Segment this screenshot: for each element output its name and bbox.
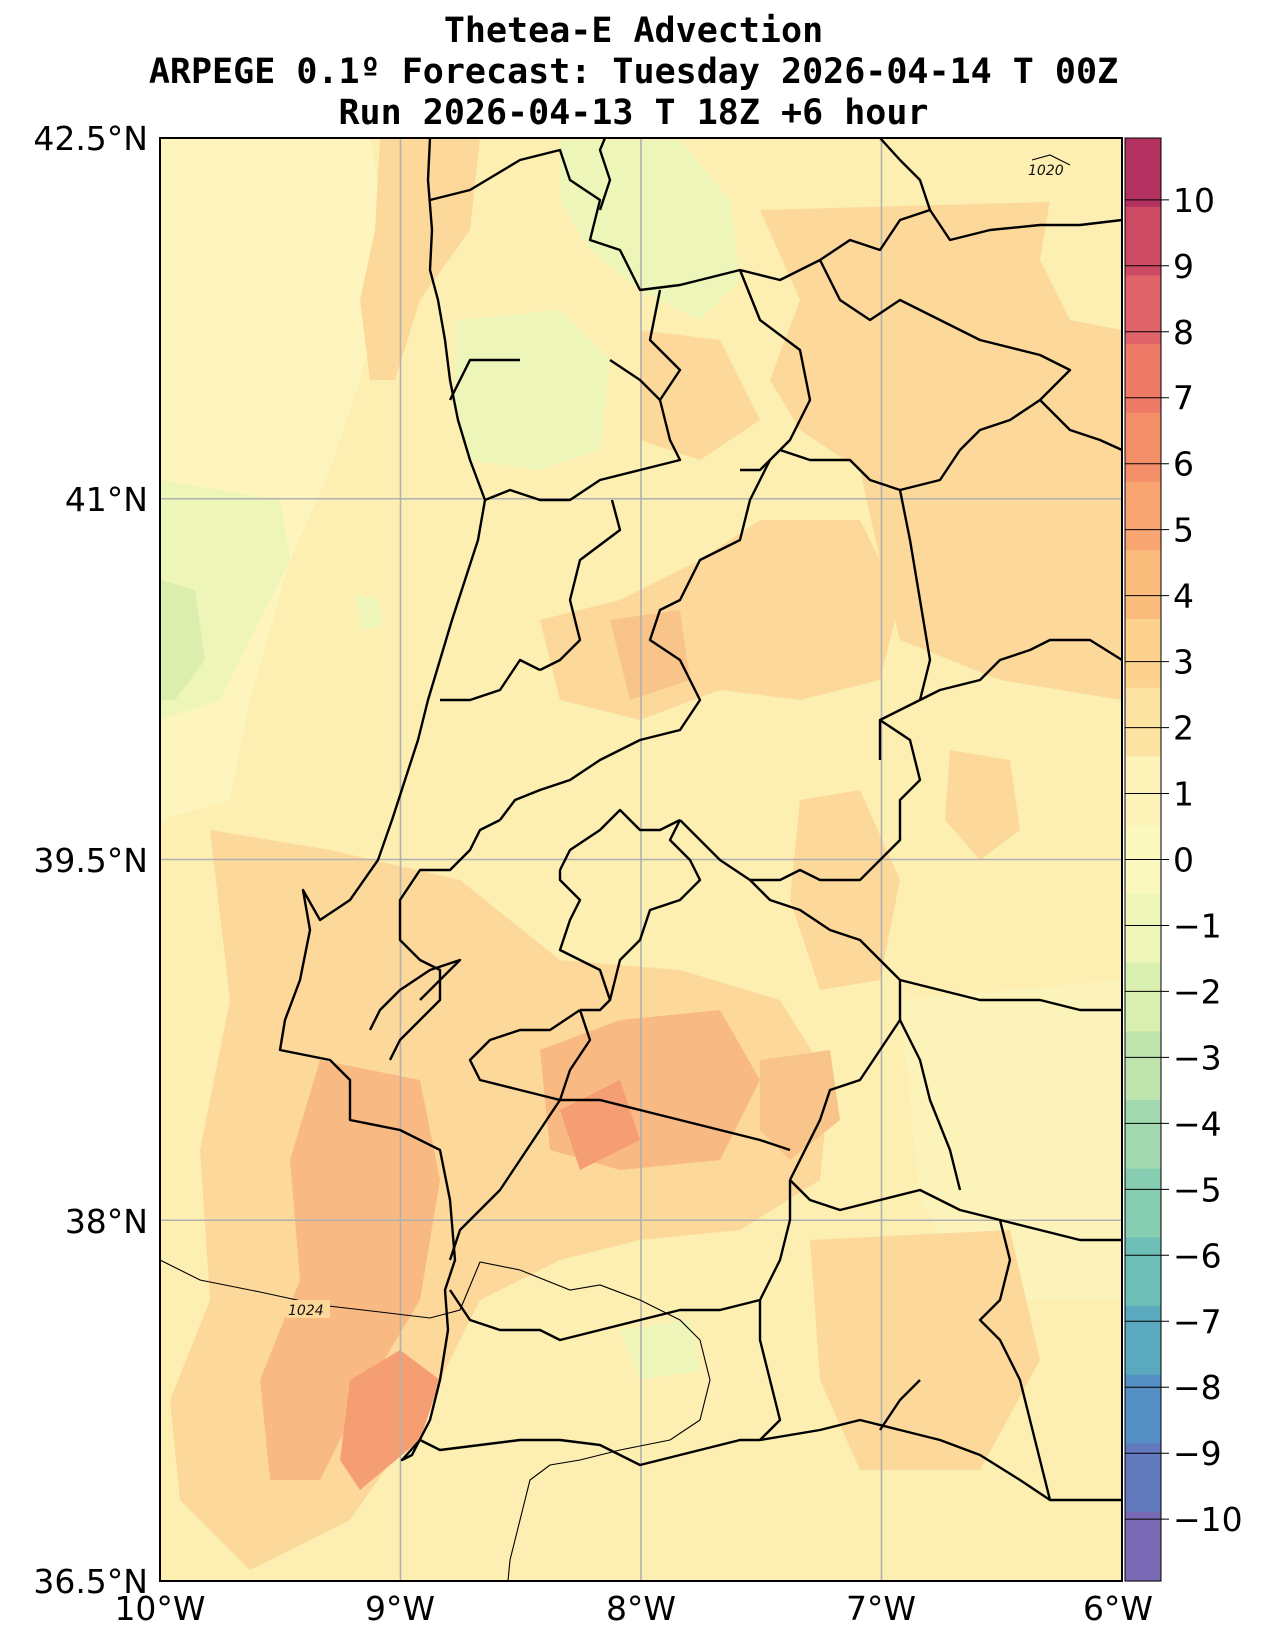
- lat-label-38: 38°N: [65, 1202, 148, 1241]
- colorbar-swatch: [1125, 412, 1161, 483]
- colorbar-swatch: [1125, 1100, 1161, 1170]
- colorbar-tick-label: −1: [1173, 906, 1222, 945]
- colorbar-tick-label: −4: [1173, 1104, 1222, 1143]
- colorbar-tick-label: 3: [1173, 643, 1194, 682]
- colorbar-tick-label: −2: [1173, 972, 1222, 1011]
- colorbar-tick-label: 10: [1173, 181, 1215, 220]
- colorbar-swatch: [1125, 687, 1161, 758]
- title-line-1: Thetea-E Advection: [443, 11, 824, 51]
- colorbar-swatch: [1125, 1443, 1161, 1513]
- field-region-warm-east2: [790, 790, 900, 990]
- map-frame: [159, 137, 1123, 1582]
- colorbar-swatch: [1125, 206, 1161, 277]
- isobar-1024-label-bg: [286, 1300, 330, 1318]
- colorbar-swatch: [1125, 1031, 1161, 1101]
- field-region-hot-se: [760, 1050, 840, 1160]
- colorbar-swatch: [1125, 1374, 1161, 1445]
- field-region-cool-spot: [355, 595, 382, 630]
- field-region-hotter-sw: [340, 1350, 440, 1490]
- colorbar-swatch: [1125, 550, 1161, 620]
- lat-axis: 42.5°N 41°N 39.5°N 38°N 36.5°N: [33, 119, 148, 1601]
- colorbar-tick-label: 4: [1173, 577, 1194, 616]
- colorbar-tick-label: 5: [1173, 511, 1194, 550]
- colorbar-frame: [1124, 137, 1162, 1582]
- colorbar-tick-label: 9: [1173, 247, 1194, 286]
- field-region-warm-north-mid: [640, 330, 760, 460]
- colorbar-tick-label: 0: [1173, 841, 1194, 880]
- field-region-warm-ne: [760, 200, 1122, 700]
- colorbar-swatch: [1125, 962, 1161, 1032]
- colorbar-swatch: [1125, 1168, 1161, 1239]
- isobars: [159, 154, 1071, 1582]
- graticule: [160, 138, 1122, 1581]
- lat-label-41: 41°N: [65, 480, 148, 519]
- isobar-1024-label: 1024: [288, 1303, 324, 1319]
- colorbar-swatch: [1125, 138, 1161, 208]
- field-region-cool-north: [560, 140, 740, 320]
- lon-label-10w: 10°W: [114, 1589, 205, 1628]
- colorbar-swatch: [1125, 756, 1161, 826]
- isobar-1024: [159, 1259, 711, 1582]
- colorbar-tick-label: −3: [1173, 1038, 1222, 1077]
- field-region-warm-nw: [360, 138, 480, 380]
- colorbar-tick-label: 2: [1173, 709, 1194, 748]
- colorbar-tick-label: −10: [1173, 1500, 1243, 1539]
- field-region-cooler-west: [160, 580, 205, 700]
- colorbar-tick-label: −6: [1173, 1236, 1222, 1275]
- field-region-warmer-center: [610, 610, 690, 700]
- colorbar-swatch: [1125, 275, 1161, 345]
- field-region-hot-sw: [260, 1060, 440, 1480]
- colorbar-tick-label: −9: [1173, 1434, 1222, 1473]
- lat-label-39-5: 39.5°N: [33, 841, 148, 880]
- field-region-warm-east: [945, 750, 1020, 860]
- colorbar-swatch: [1125, 344, 1161, 414]
- colorbar-swatch: [1125, 619, 1161, 689]
- lat-label-42-5: 42.5°N: [33, 119, 148, 158]
- lon-axis: 10°W 9°W 8°W 7°W 6°W: [114, 1589, 1153, 1628]
- lat-label-36-5: 36.5°N: [33, 1562, 148, 1601]
- isobar-1020: [1031, 154, 1071, 166]
- field-region-cool-south: [620, 1320, 700, 1380]
- field-region-ne-edge: [1040, 200, 1122, 330]
- colorbar-swatch: [1125, 893, 1161, 964]
- lon-label-7w: 7°W: [846, 1589, 916, 1628]
- field-region-hotter-south: [560, 1080, 640, 1170]
- field-region-cool-north2: [455, 310, 610, 470]
- colorbar-tick-label: −8: [1173, 1368, 1222, 1407]
- colorbar-tick-label: 6: [1173, 445, 1194, 484]
- colorbar-tick-label: −7: [1173, 1302, 1222, 1341]
- lon-label-6w: 6°W: [1083, 1589, 1153, 1628]
- lon-label-9w: 9°W: [365, 1589, 435, 1628]
- field-region-warm-se: [810, 1230, 1040, 1470]
- colorbar-tick-label: 1: [1173, 775, 1194, 814]
- colorbar-swatch: [1125, 481, 1161, 551]
- lon-label-8w: 8°W: [606, 1589, 676, 1628]
- title-line-3: Run 2026-04-13 T 18Z +6 hour: [338, 93, 929, 133]
- colorbar-swatch: [1125, 1306, 1161, 1376]
- coastline-borders: [278, 138, 1122, 1502]
- colorbar-tick-label: −5: [1173, 1170, 1222, 1209]
- colorbar-swatch: [1125, 1512, 1161, 1582]
- colorbar-tick-label: 7: [1173, 379, 1194, 418]
- colorbar-tick-label: 8: [1173, 313, 1194, 352]
- title-line-2: ARPEGE 0.1º Forecast: Tuesday 2026-04-14…: [148, 52, 1119, 92]
- colorbar-swatch: [1125, 1237, 1161, 1307]
- isobar-1020-label: 1020: [1028, 163, 1064, 179]
